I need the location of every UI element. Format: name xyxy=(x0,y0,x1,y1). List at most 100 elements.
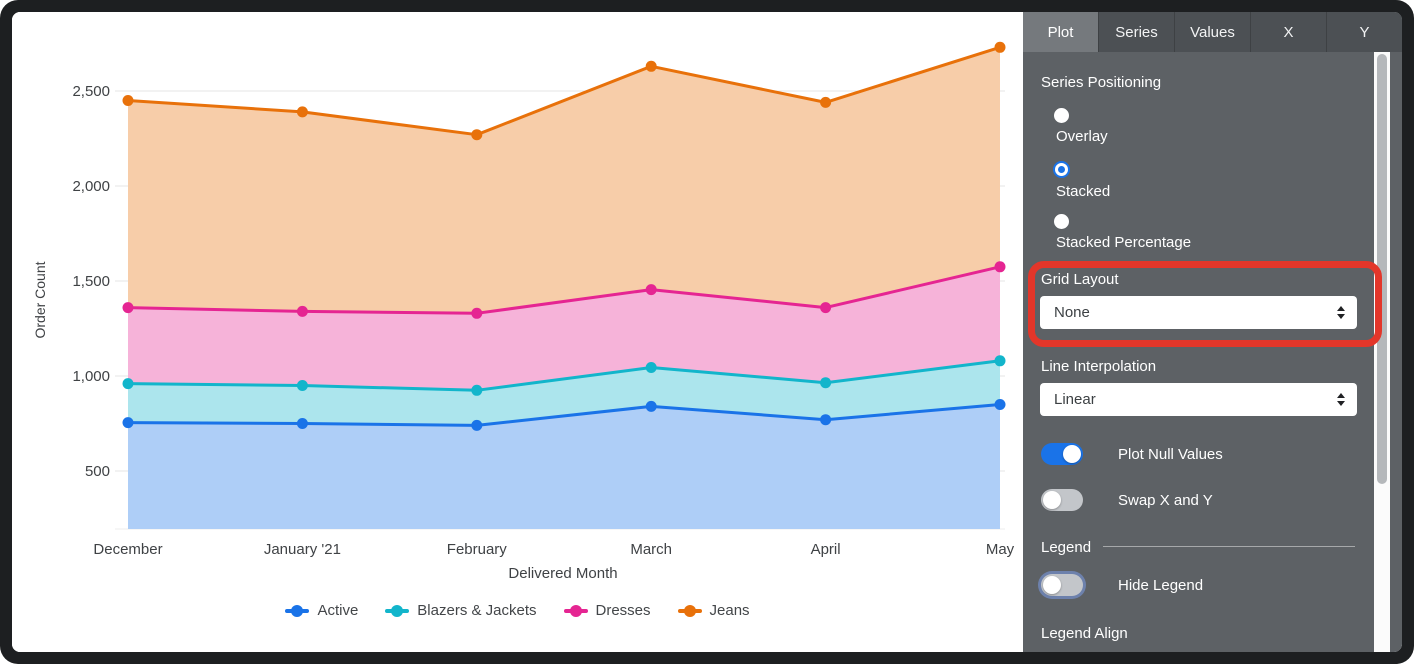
series-line-blazers-jackets xyxy=(122,355,1006,396)
y-tick-label: 2,500 xyxy=(72,83,110,100)
data-point[interactable] xyxy=(471,419,483,431)
legend-marker-icon xyxy=(385,604,410,618)
series-line-jeans xyxy=(122,41,1006,141)
data-point[interactable] xyxy=(994,261,1006,273)
data-point[interactable] xyxy=(471,129,483,141)
legend-label: Dresses xyxy=(595,602,651,619)
x-tick-label: January '21 xyxy=(264,541,341,558)
swap-x-y-toggle[interactable] xyxy=(1041,489,1083,511)
visualization-canvas: 500 1,000 1,500 2,000 2,500 Order Count Decemb… xyxy=(12,12,1402,652)
legend-item-jeans[interactable]: Jeans xyxy=(677,602,750,619)
legend-item-dresses[interactable]: Dresses xyxy=(563,602,651,619)
panel-scrollbar-thumb[interactable] xyxy=(1377,54,1387,484)
x-tick-label: December xyxy=(93,541,162,558)
radio-option-label: Overlay xyxy=(1056,128,1108,145)
panel-scrollbar-track[interactable] xyxy=(1374,52,1390,652)
radio-option-overlay[interactable]: Overlay xyxy=(1054,108,1274,145)
x-tick-label: February xyxy=(447,541,508,558)
data-point[interactable] xyxy=(471,307,483,319)
plot-null-values-label: Plot Null Values xyxy=(1118,446,1223,463)
radio-unselected-icon[interactable] xyxy=(1054,214,1069,229)
legend-marker-icon xyxy=(285,604,310,618)
y-axis-ticks: 500 1,000 1,500 2,000 2,500 xyxy=(72,83,110,480)
legend-label: Blazers & Jackets xyxy=(417,602,537,619)
data-point[interactable] xyxy=(820,414,832,426)
legend-marker-icon xyxy=(563,604,588,618)
y-tick-label: 1,500 xyxy=(72,273,110,290)
radio-unselected-icon[interactable] xyxy=(1054,108,1069,123)
radio-option-label: Stacked xyxy=(1056,183,1111,200)
select-arrows-icon xyxy=(1337,306,1345,319)
plot-null-values-toggle[interactable] xyxy=(1041,443,1083,465)
hide-legend-toggle[interactable] xyxy=(1041,574,1083,596)
area-fills xyxy=(128,47,1000,530)
x-tick-label: May xyxy=(986,541,1015,558)
x-tick-label: March xyxy=(630,541,672,558)
tab-series[interactable]: Series xyxy=(1098,12,1174,52)
tab-y[interactable]: Y xyxy=(1326,12,1402,52)
data-point[interactable] xyxy=(296,380,308,391)
legend-label: Active xyxy=(317,602,359,619)
data-point[interactable] xyxy=(471,384,483,396)
series-positioning-label: Series Positioning xyxy=(1041,74,1162,91)
radio-option-stacked[interactable]: Stacked xyxy=(1053,161,1274,200)
data-point[interactable] xyxy=(296,418,308,429)
data-point[interactable] xyxy=(645,284,657,296)
line-interpolation-label: Line Interpolation xyxy=(1041,358,1157,375)
data-point[interactable] xyxy=(994,399,1006,410)
x-axis-title: Delivered Month xyxy=(508,565,617,582)
stacked-area-chart: 500 1,000 1,500 2,000 2,500 Order Count Decemb… xyxy=(32,41,1015,582)
swap-x-y-label: Swap X and Y xyxy=(1118,492,1213,509)
grid-layout-value: None xyxy=(1054,304,1090,321)
data-point[interactable] xyxy=(122,378,134,390)
legend-section-header: Legend xyxy=(1041,539,1092,556)
radio-option-label: Stacked Percentage xyxy=(1056,234,1192,251)
toggle-knob xyxy=(1063,445,1081,463)
radio-option-stacked-percentage[interactable]: Stacked Percentage xyxy=(1054,214,1274,251)
hide-legend-label: Hide Legend xyxy=(1118,577,1204,594)
line-interpolation-select[interactable]: Linear xyxy=(1040,383,1357,416)
line-interpolation-value: Linear xyxy=(1054,391,1096,408)
legend-label: Jeans xyxy=(709,602,750,619)
data-point[interactable] xyxy=(645,60,657,72)
legend-marker-icon xyxy=(677,604,702,618)
chart-region: 500 1,000 1,500 2,000 2,500 Order Count Decemb… xyxy=(12,12,1023,652)
data-point[interactable] xyxy=(820,302,832,314)
y-tick-label: 500 xyxy=(85,463,110,480)
y-tick-label: 1,000 xyxy=(72,368,110,385)
data-point[interactable] xyxy=(645,400,657,412)
y-axis-title: Order Count xyxy=(32,261,48,338)
grid-layout-select[interactable]: None xyxy=(1040,296,1357,329)
radio-selected-icon[interactable] xyxy=(1053,161,1070,178)
data-point[interactable] xyxy=(122,302,134,314)
x-tick-label: April xyxy=(811,541,841,558)
area-band xyxy=(128,404,1000,529)
data-point[interactable] xyxy=(994,41,1006,53)
data-point[interactable] xyxy=(820,96,832,108)
select-arrows-icon xyxy=(1337,393,1345,406)
legend-align-label: Legend Align xyxy=(1041,625,1128,642)
data-point[interactable] xyxy=(122,95,134,106)
x-axis-ticks: December January '21 February March April May xyxy=(93,541,1014,558)
chart-legend: Active Blazers & Jackets Dresses Jeans xyxy=(12,602,1023,619)
series-line-dresses xyxy=(122,261,1006,319)
data-point[interactable] xyxy=(296,106,308,118)
legend-item-active[interactable]: Active xyxy=(285,602,358,619)
grid-layout-label: Grid Layout xyxy=(1041,271,1119,288)
data-point[interactable] xyxy=(645,362,657,373)
tab-values[interactable]: Values xyxy=(1174,12,1250,52)
tab-plot[interactable]: Plot xyxy=(1023,12,1098,52)
data-point[interactable] xyxy=(296,305,308,317)
data-point[interactable] xyxy=(122,417,134,429)
panel-tab-bar: Plot Series Values X Y xyxy=(1023,12,1402,52)
tab-x[interactable]: X xyxy=(1250,12,1326,52)
settings-panel: Plot Series Values X Y Series Positioning Ov… xyxy=(1023,12,1402,652)
legend-item-blazers-jackets[interactable]: Blazers & Jackets xyxy=(385,602,537,619)
data-point[interactable] xyxy=(994,355,1006,367)
toggle-knob xyxy=(1043,491,1061,509)
data-point[interactable] xyxy=(820,377,832,389)
section-divider xyxy=(1103,546,1355,547)
toggle-knob xyxy=(1043,576,1061,594)
series-line-active xyxy=(122,399,1006,431)
